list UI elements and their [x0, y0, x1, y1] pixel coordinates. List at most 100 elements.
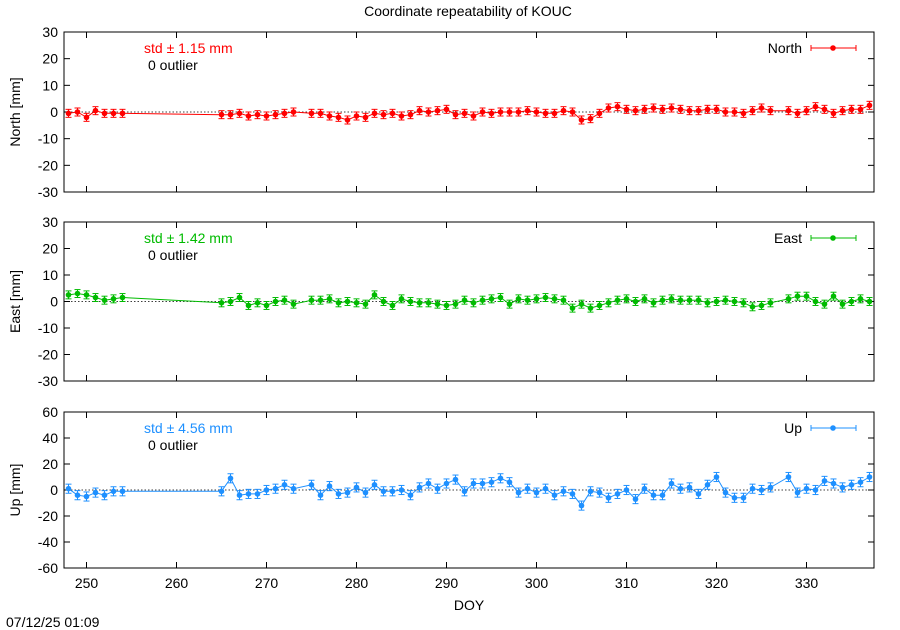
data-point — [542, 110, 549, 117]
legend-marker — [830, 45, 836, 51]
data-point — [803, 485, 810, 492]
data-point — [272, 298, 279, 305]
x-tick-label: 300 — [525, 575, 549, 591]
data-point — [380, 488, 387, 495]
data-point — [335, 300, 342, 306]
data-point — [749, 485, 756, 492]
data-point — [398, 296, 405, 302]
data-point — [722, 109, 729, 115]
y-tick-label: -30 — [38, 373, 58, 389]
x-tick-label: 330 — [795, 575, 819, 591]
y-tick-label: 20 — [42, 456, 58, 472]
data-point — [758, 105, 765, 111]
data-point — [362, 114, 369, 121]
x-axis-label: DOY — [454, 597, 485, 613]
data-point — [110, 488, 117, 495]
data-point — [290, 485, 297, 492]
data-point — [344, 117, 351, 123]
data-point — [101, 492, 108, 499]
data-point — [443, 480, 450, 487]
data-point — [794, 293, 801, 300]
data-point — [758, 302, 765, 309]
data-point — [443, 302, 450, 309]
data-point — [92, 489, 99, 496]
data-point — [290, 109, 297, 115]
data-point — [515, 296, 522, 302]
data-point — [506, 479, 513, 486]
std-annotation: std ± 1.15 mm — [144, 40, 233, 56]
data-point — [425, 109, 432, 115]
data-point — [542, 294, 549, 301]
data-point — [668, 296, 675, 302]
data-point — [515, 489, 522, 496]
data-point — [650, 105, 657, 111]
data-point — [92, 107, 99, 114]
data-point — [470, 480, 477, 487]
data-point — [479, 109, 486, 115]
data-point — [479, 480, 486, 487]
data-point — [812, 487, 819, 493]
data-point — [704, 300, 711, 306]
data-point — [452, 301, 459, 307]
data-point — [101, 297, 108, 303]
data-point — [371, 292, 378, 298]
y-tick-label: -10 — [38, 131, 58, 147]
data-point — [623, 296, 630, 302]
data-point — [668, 105, 675, 111]
data-point — [623, 487, 630, 493]
data-point — [461, 488, 468, 495]
data-point — [821, 106, 828, 113]
x-tick-label: 250 — [75, 575, 99, 591]
data-point — [596, 302, 603, 309]
data-point — [524, 107, 531, 114]
data-point — [830, 110, 837, 117]
y-tick-label: -30 — [38, 184, 58, 200]
data-point — [110, 296, 117, 302]
data-point — [254, 300, 261, 306]
data-point — [749, 107, 756, 114]
data-point — [605, 300, 612, 306]
y-tick-label: 10 — [42, 77, 58, 93]
data-point — [218, 111, 225, 118]
y-tick-label: 30 — [42, 214, 58, 230]
data-point — [803, 293, 810, 300]
data-point — [695, 107, 702, 114]
data-point — [407, 492, 414, 499]
data-point — [803, 107, 810, 114]
data-point — [857, 106, 864, 113]
y-tick-label: 10 — [42, 267, 58, 283]
data-point — [497, 294, 504, 301]
legend-label: Up — [784, 420, 802, 436]
data-point — [362, 489, 369, 496]
data-point — [506, 301, 513, 307]
data-point — [605, 105, 612, 111]
data-point — [488, 479, 495, 486]
data-point — [326, 483, 333, 489]
data-point — [866, 474, 873, 480]
y-tick-label: -40 — [38, 534, 58, 550]
data-point — [470, 113, 477, 119]
data-point — [272, 485, 279, 492]
y-tick-label: 0 — [50, 104, 58, 120]
data-point — [497, 475, 504, 482]
data-point — [488, 110, 495, 117]
data-point — [641, 106, 648, 113]
y-tick-label: 0 — [50, 294, 58, 310]
data-point — [308, 110, 315, 117]
outlier-annotation: 0 outlier — [148, 57, 198, 73]
data-point — [308, 297, 315, 303]
data-point — [344, 489, 351, 496]
data-point — [821, 301, 828, 307]
data-point — [317, 297, 324, 303]
data-point — [794, 489, 801, 496]
data-point — [596, 489, 603, 496]
y-tick-label: 20 — [42, 51, 58, 67]
data-point — [677, 297, 684, 303]
data-point — [587, 115, 594, 122]
data-point — [335, 114, 342, 121]
data-point — [83, 493, 90, 500]
y-tick-label: 30 — [42, 24, 58, 40]
data-point — [533, 296, 540, 302]
data-point — [497, 109, 504, 115]
